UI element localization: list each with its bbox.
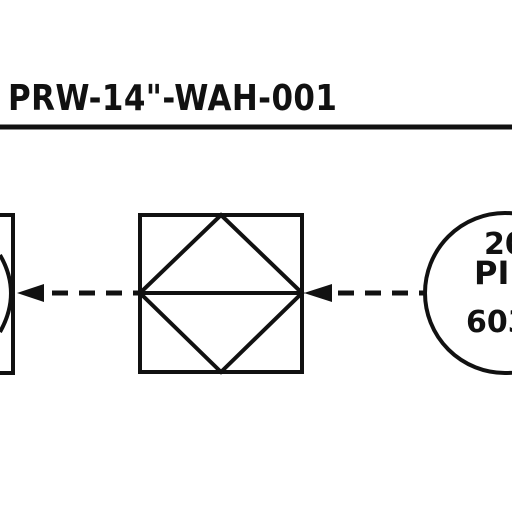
left-instrument-symbol [0, 213, 15, 375]
bubble-text-line3: 603 [466, 305, 512, 340]
flow-arrow-left [17, 284, 44, 302]
line-number-label: PRW-14"-WAH-001 [8, 78, 338, 119]
instrument-bubble: 20 PI 603 [423, 211, 512, 375]
flow-arrow-right [304, 284, 332, 302]
bubble-text-line2: PI [474, 254, 509, 292]
shared-display-control-symbol [137, 212, 305, 375]
bubble-text-line1: 20 [484, 227, 512, 262]
